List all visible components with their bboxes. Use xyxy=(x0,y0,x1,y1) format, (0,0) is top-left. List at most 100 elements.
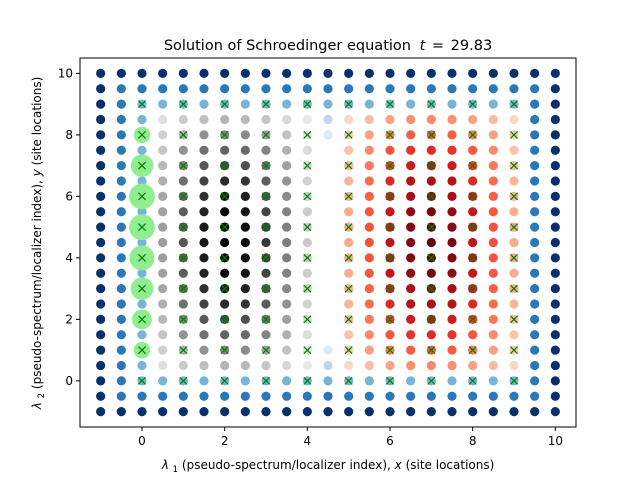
site-marker xyxy=(509,223,519,232)
lattice-point-blue xyxy=(364,407,374,417)
lattice-point-blue xyxy=(261,407,271,417)
lattice-point-blue xyxy=(323,99,333,109)
lattice-point-blue xyxy=(323,407,333,417)
lattice-point-red xyxy=(509,237,519,248)
site-marker xyxy=(137,253,147,262)
lattice-point-red xyxy=(344,176,354,186)
lattice-point-grey xyxy=(158,314,168,324)
site-marker xyxy=(179,253,188,262)
lattice-point-red xyxy=(364,161,374,171)
lattice-point-blue xyxy=(302,68,312,78)
lattice-point-blue xyxy=(323,376,333,386)
lattice-point-blue xyxy=(199,99,209,109)
site-marker xyxy=(468,223,477,232)
lattice-point-red xyxy=(468,268,478,278)
lattice-point-grey xyxy=(220,268,230,278)
lattice-point-red xyxy=(426,360,436,371)
lattice-point-blue xyxy=(530,253,540,263)
lattice-point-red xyxy=(447,114,457,125)
lattice-point-red xyxy=(406,130,416,140)
site-marker xyxy=(468,130,477,139)
lattice-point-grey xyxy=(199,145,209,155)
lattice-point-blue xyxy=(468,391,478,401)
lattice-point-grey xyxy=(158,191,168,201)
lattice-point-blue xyxy=(447,407,457,417)
lattice-point-red xyxy=(385,360,395,371)
lattice-point-red xyxy=(364,191,374,201)
x-tick-label: 10 xyxy=(548,434,563,448)
lattice-point-red xyxy=(406,161,416,171)
lattice-point-blue xyxy=(240,68,250,78)
lattice-point-blue xyxy=(116,360,126,371)
lattice-point-grey xyxy=(178,114,188,125)
lattice-point-grey xyxy=(199,176,209,186)
lattice-point-blue xyxy=(530,191,540,201)
lattice-point-red xyxy=(447,268,457,278)
lattice-point-blue xyxy=(240,376,250,386)
lattice-point-blue xyxy=(240,99,250,109)
lattice-point-blue xyxy=(468,68,478,78)
lattice-point-blue xyxy=(137,360,147,371)
lattice-point-blue xyxy=(96,222,106,232)
lattice-point-grey xyxy=(158,299,168,309)
lattice-point-blue xyxy=(137,114,147,125)
lattice-point-blue xyxy=(96,345,106,355)
lattice-point-grey xyxy=(261,330,271,340)
lattice-point-blue xyxy=(364,376,374,386)
lattice-point-grey xyxy=(282,314,292,324)
lattice-point-red xyxy=(488,268,498,278)
lattice-point-red xyxy=(488,360,498,371)
site-marker xyxy=(468,161,477,170)
x-axis-ticks: 0 2 4 6 8 10 xyxy=(138,427,563,448)
lattice-point-blue xyxy=(550,191,560,201)
lattice-point-blue xyxy=(96,376,106,386)
lattice-point-grey xyxy=(199,330,209,340)
lattice-point-blue xyxy=(96,145,106,155)
lattice-point-red xyxy=(509,145,519,155)
site-marker xyxy=(344,223,353,232)
lattice-point-blue xyxy=(550,299,560,309)
lattice-point-red xyxy=(509,330,519,340)
site-marker xyxy=(344,284,353,293)
lattice-point-blue xyxy=(178,407,188,417)
lattice-point-grey xyxy=(282,114,292,125)
lattice-point-grey xyxy=(282,299,292,309)
lattice-point-blue xyxy=(550,237,560,248)
site-marker xyxy=(427,346,436,355)
lattice-point-blue xyxy=(116,145,126,155)
x-tick-label: 0 xyxy=(138,434,146,448)
lattice-point-grey xyxy=(302,330,312,340)
lattice-point-red xyxy=(468,330,478,340)
lattice-point-red xyxy=(509,207,519,217)
lattice-point-grey xyxy=(199,284,209,294)
site-marker xyxy=(303,253,312,262)
lattice-point-blue xyxy=(447,99,457,109)
lattice-point-grey xyxy=(178,145,188,155)
lattice-point-blue xyxy=(323,391,333,401)
lattice-point-blue xyxy=(447,68,457,78)
y-tick-label: 0 xyxy=(65,374,73,388)
site-marker xyxy=(220,100,229,109)
lattice-point-red xyxy=(344,268,354,278)
lattice-point-red xyxy=(385,114,395,125)
lattice-point-blue xyxy=(323,130,333,140)
lattice-point-grey xyxy=(282,268,292,278)
lattice-point-blue xyxy=(96,284,106,294)
lattice-point-blue xyxy=(220,84,230,94)
lattice-point-blue xyxy=(96,407,106,417)
lattice-point-grey xyxy=(220,145,230,155)
site-marker xyxy=(427,192,436,201)
lattice-point-red xyxy=(364,299,374,309)
lattice-point-blue xyxy=(385,84,395,94)
site-marker xyxy=(179,315,188,324)
lattice-point-red xyxy=(406,268,416,278)
lattice-point-grey xyxy=(240,330,250,340)
lattice-point-grey xyxy=(302,207,312,217)
lattice-point-red xyxy=(406,145,416,155)
lattice-point-blue xyxy=(302,407,312,417)
lattice-point-grey xyxy=(158,130,168,140)
lattice-point-blue xyxy=(323,114,333,125)
lattice-point-blue xyxy=(323,345,333,355)
lattice-point-grey xyxy=(158,176,168,186)
lattice-point-red xyxy=(468,360,478,371)
